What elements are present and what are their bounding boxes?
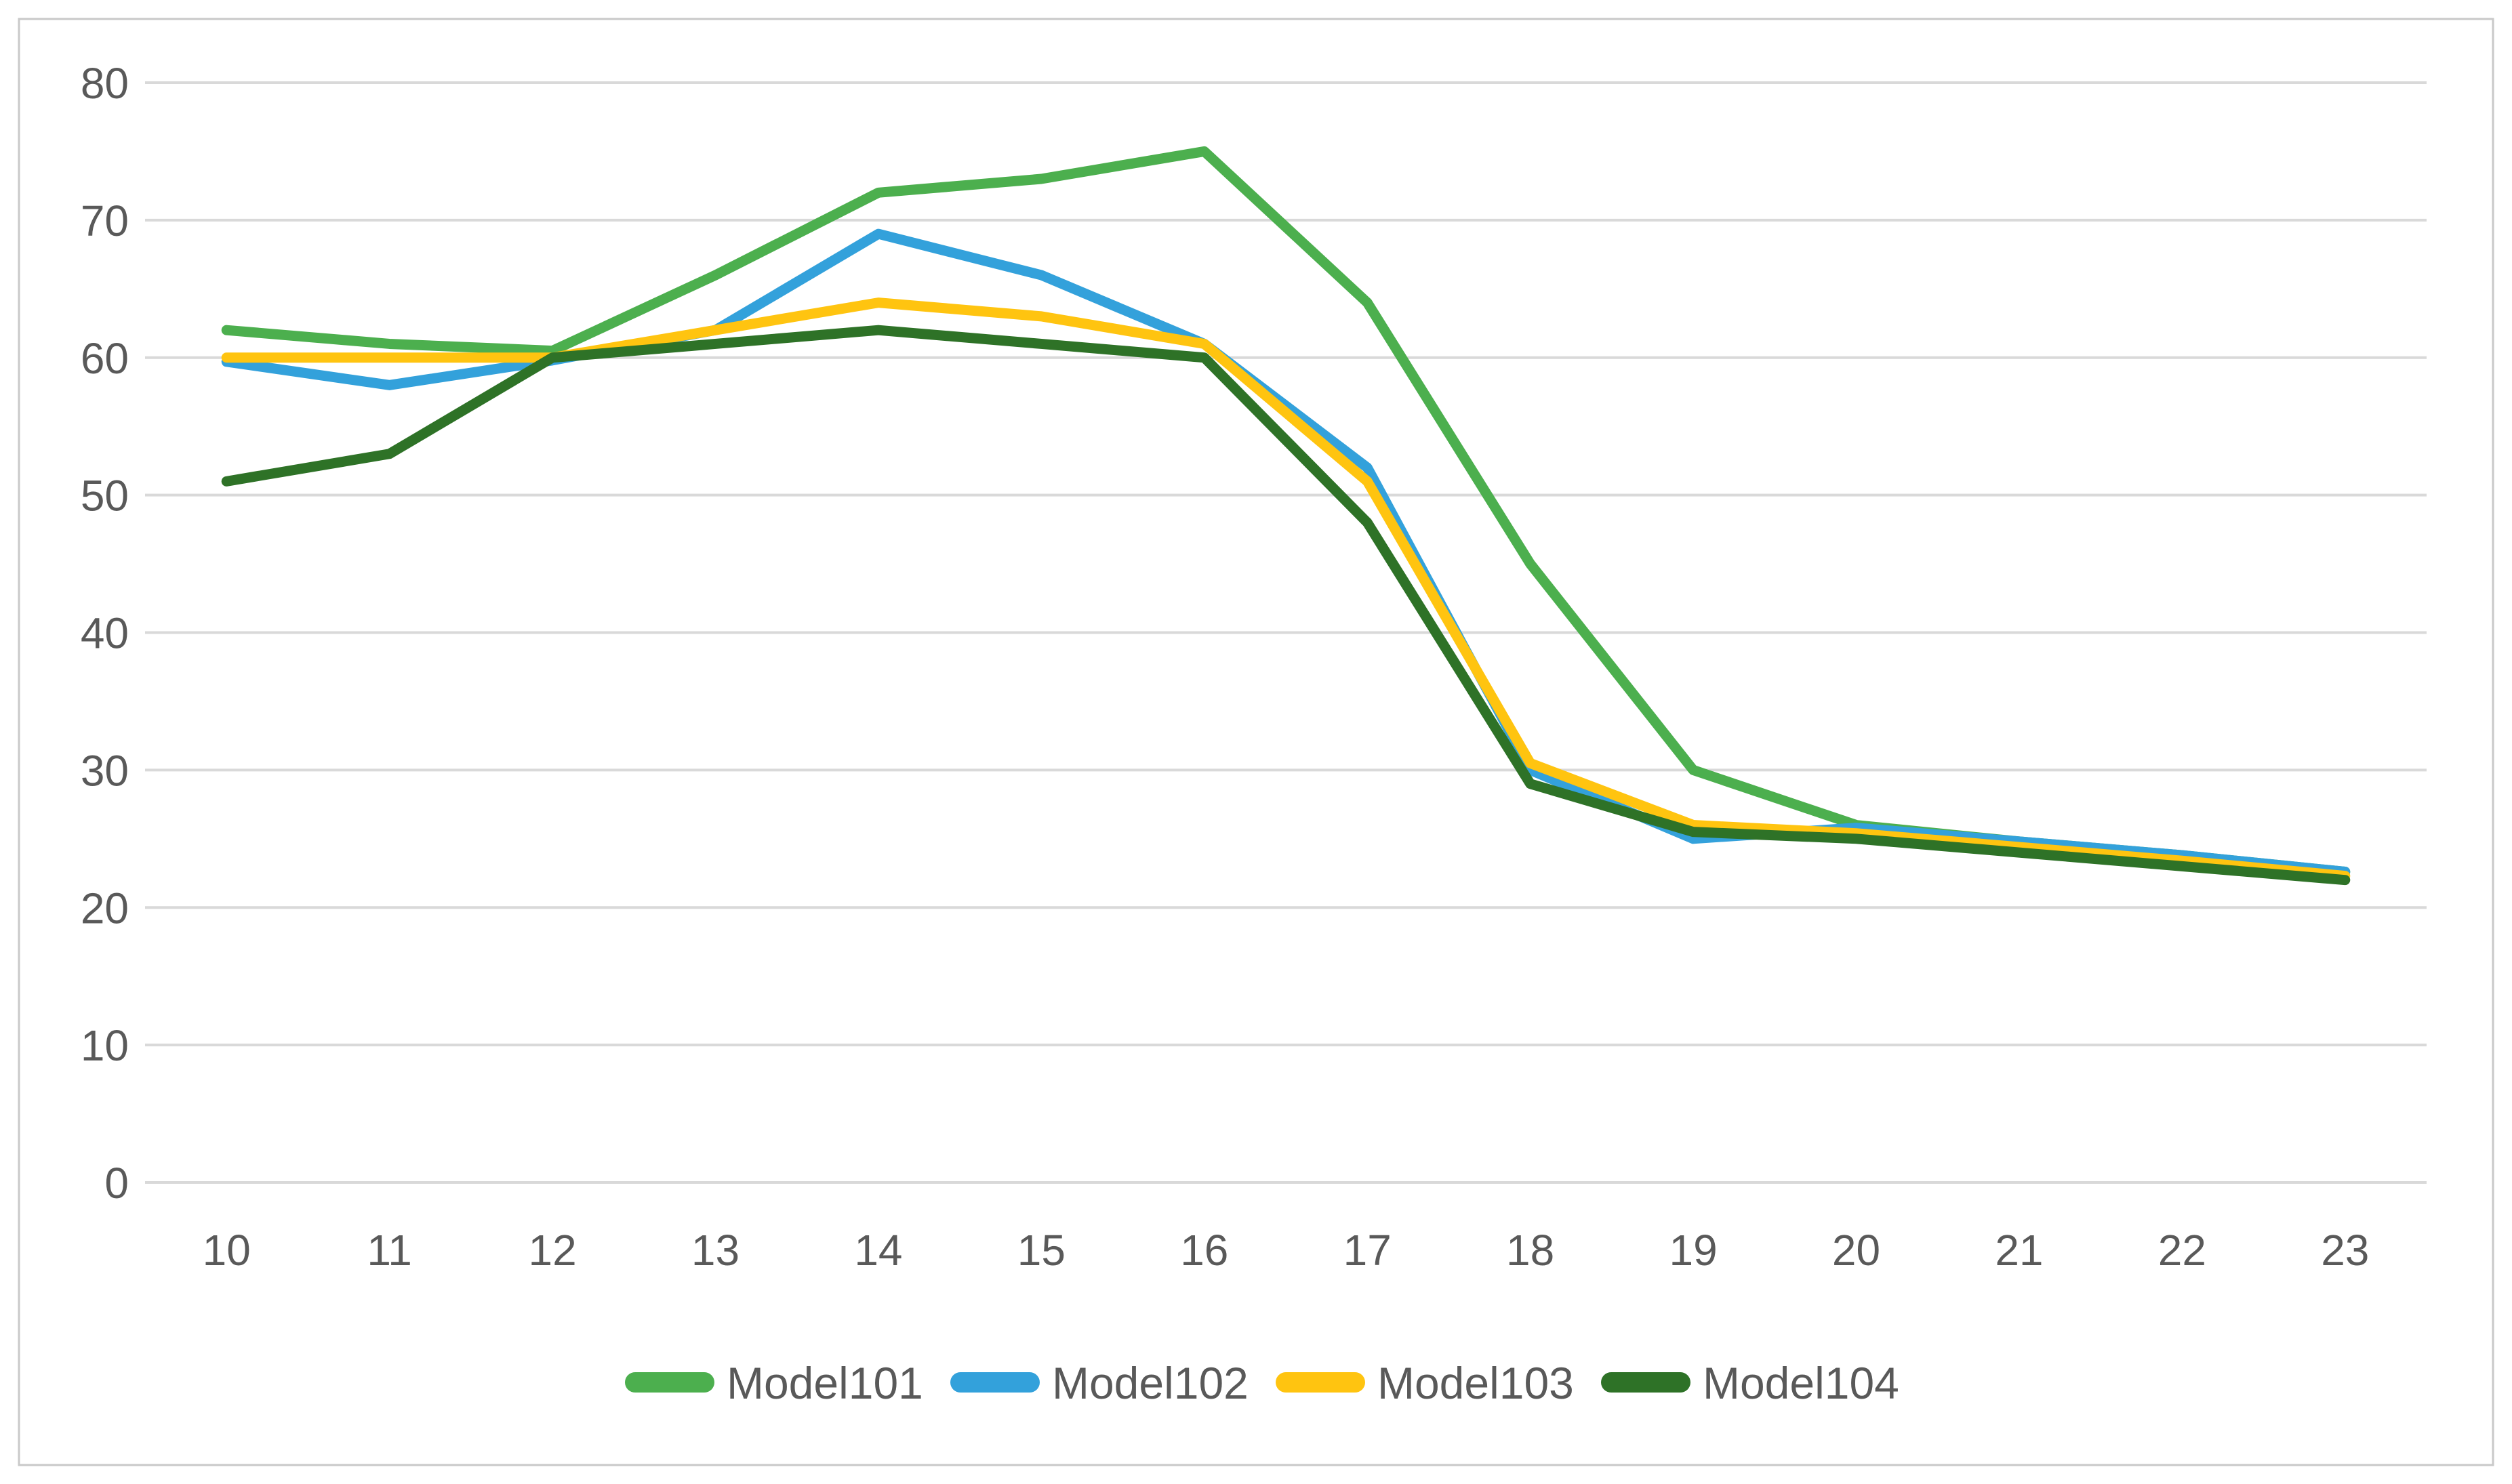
y-tick-label-30: 30 [81,746,129,795]
series-line-Model103 [221,297,2351,882]
legend-label-Model104: Model104 [1703,1358,1899,1408]
series-line-Model101 [221,146,2351,878]
legend-swatch-Model103 [1276,1372,1365,1393]
series-lines [221,146,2351,886]
y-tick-label-80: 80 [81,59,129,108]
legend-swatch-Model104 [1601,1372,1690,1393]
x-tick-label-20: 20 [1832,1226,1880,1275]
x-tick-label-22: 22 [2158,1226,2206,1275]
y-tick-label-70: 70 [81,197,129,245]
x-tick-label-19: 19 [1669,1226,1717,1275]
x-tick-label-10: 10 [203,1226,251,1275]
legend-item-Model102: Model102 [950,1358,1249,1408]
legend-swatch-Model101 [625,1372,714,1393]
x-tick-label-14: 14 [854,1226,902,1275]
x-tick-label-11: 11 [367,1226,411,1275]
legend-label-Model101: Model101 [727,1358,923,1408]
y-tick-label-20: 20 [81,884,129,932]
x-tick-label-17: 17 [1343,1226,1392,1275]
series-line-Model102 [221,228,2351,878]
legend-label-Model103: Model103 [1377,1358,1574,1408]
x-tick-label-21: 21 [1995,1226,2043,1275]
y-tick-label-10: 10 [81,1021,129,1070]
legend-item-Model103: Model103 [1276,1358,1574,1408]
y-tick-label-50: 50 [81,472,129,520]
legend-item-Model104: Model104 [1601,1358,1899,1408]
y-tick-label-40: 40 [81,609,129,658]
y-tick-label-60: 60 [81,334,129,383]
gridlines [145,81,2427,1184]
chart-border [18,18,2494,1466]
x-tick-label-13: 13 [691,1226,740,1275]
x-tick-label-12: 12 [528,1226,576,1275]
legend-label-Model102: Model102 [1052,1358,1249,1408]
x-axis-labels: 10 11 12 13 14 15 16 17 18 19 20 21 22 23 [203,1226,2370,1275]
legend-swatch-Model102 [950,1372,1040,1393]
y-axis-labels: 0 10 20 30 40 50 60 70 80 [81,59,129,1208]
x-tick-label-23: 23 [2321,1226,2369,1275]
x-tick-label-18: 18 [1506,1226,1554,1275]
series-line-Model104 [221,325,2351,886]
y-tick-label-0: 0 [104,1159,129,1208]
legend: Model101 Model102 Model103 Model104 [625,1358,1899,1408]
x-tick-label-15: 15 [1017,1226,1066,1275]
legend-item-Model101: Model101 [625,1358,923,1408]
x-tick-label-16: 16 [1180,1226,1228,1275]
